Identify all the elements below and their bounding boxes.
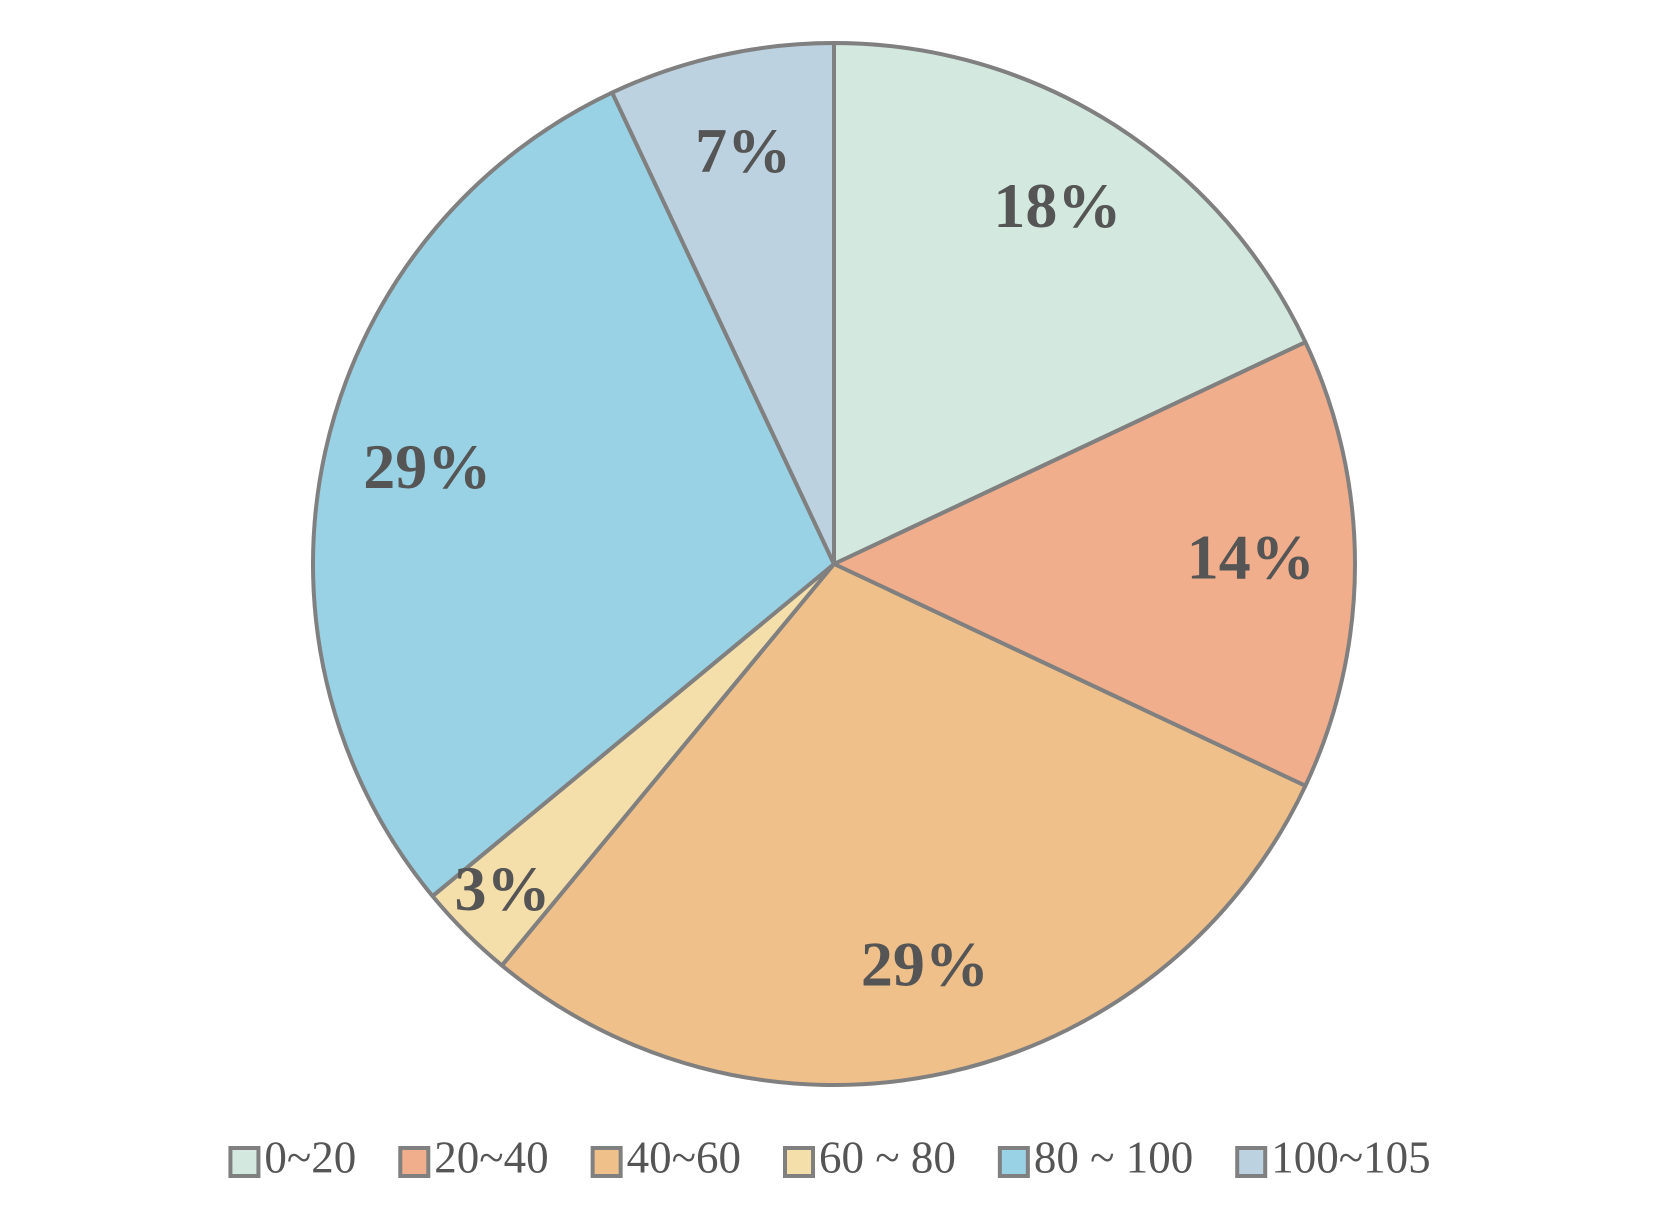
legend-label: 40~60 (627, 1132, 741, 1182)
legend-swatch (997, 1146, 1030, 1178)
data-label: 3% (454, 853, 550, 924)
data-label: 18% (993, 170, 1121, 241)
legend-label: 60 ~ 80 (819, 1132, 956, 1182)
data-label: 29% (363, 431, 491, 502)
data-label: 29% (861, 928, 989, 999)
pie-slice (832, 41, 1308, 566)
legend-label: 80 ~ 100 (1034, 1132, 1193, 1182)
pie-slice (832, 340, 1357, 788)
legend-swatch (398, 1146, 431, 1178)
data-label: 7% (695, 115, 791, 186)
legend-swatch (783, 1146, 815, 1178)
legend-label: 20~40 (434, 1132, 548, 1182)
legend-swatch (228, 1146, 261, 1178)
pie-slice (610, 41, 836, 566)
pie-slice (499, 562, 1308, 1087)
data-label: 14% (1187, 522, 1315, 593)
legend-swatch (1235, 1146, 1268, 1178)
legend-label: 0~20 (264, 1132, 356, 1182)
legend-label: 100~105 (1271, 1132, 1430, 1182)
legend-swatch (590, 1146, 623, 1178)
pie-slice (311, 90, 836, 899)
